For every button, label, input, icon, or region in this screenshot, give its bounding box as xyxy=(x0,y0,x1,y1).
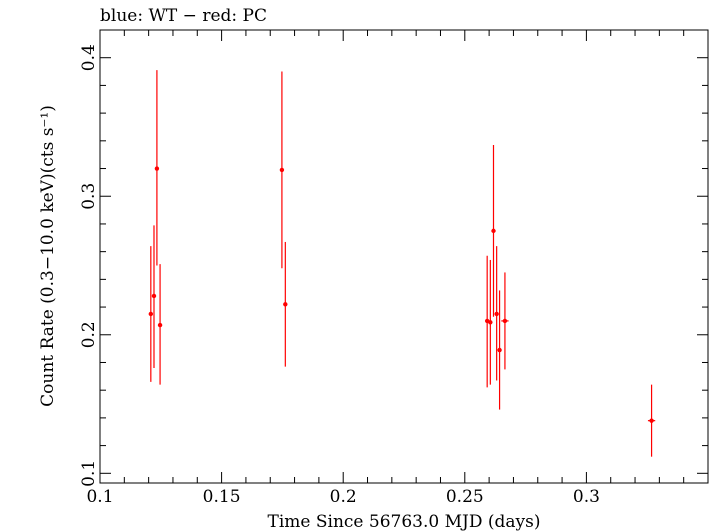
y-tick-label: 0.3 xyxy=(79,183,99,210)
point-marker xyxy=(497,347,502,353)
point-marker xyxy=(494,311,499,317)
x-tick-label: 0.25 xyxy=(446,487,484,507)
x-tick-label: 0.15 xyxy=(203,487,241,507)
point-marker xyxy=(491,228,496,234)
data-point xyxy=(497,290,502,410)
x-axis-title: Time Since 56763.0 MJD (days) xyxy=(268,512,541,532)
data-point xyxy=(491,144,496,317)
chart-title: blue: WT − red: PC xyxy=(100,6,267,26)
data-point xyxy=(151,225,157,369)
y-tick-label: 0.2 xyxy=(79,321,99,348)
point-marker xyxy=(279,167,285,173)
data-point xyxy=(157,264,163,385)
point-marker xyxy=(151,293,157,299)
tick-labels: 0.1 0.15 0.2 0.25 0.3 0.1 0.2 0.3 0.4 xyxy=(79,44,600,507)
point-marker xyxy=(649,418,654,423)
point-marker xyxy=(283,302,288,307)
plot-frame xyxy=(99,29,709,484)
data-point xyxy=(148,246,154,382)
data-points xyxy=(148,70,656,457)
data-point xyxy=(488,259,493,385)
data-point xyxy=(283,241,288,367)
data-point xyxy=(501,272,509,370)
point-marker xyxy=(157,322,163,328)
data-point xyxy=(279,71,285,269)
point-marker xyxy=(154,166,160,171)
axis-ticks xyxy=(99,29,709,483)
data-point xyxy=(494,246,499,381)
point-marker xyxy=(148,311,154,317)
x-tick-label: 0.1 xyxy=(86,487,113,507)
x-tick-label: 0.3 xyxy=(573,487,600,507)
point-marker xyxy=(488,320,493,325)
y-axis-title: Count Rate (0.3−10.0 keV)(cts s⁻¹) xyxy=(38,105,58,407)
point-marker xyxy=(502,318,508,324)
data-point xyxy=(647,384,656,457)
x-tick-label: 0.2 xyxy=(330,487,357,507)
data-point xyxy=(154,70,160,266)
y-tick-label: 0.1 xyxy=(79,460,99,487)
y-tick-label: 0.4 xyxy=(79,44,99,71)
